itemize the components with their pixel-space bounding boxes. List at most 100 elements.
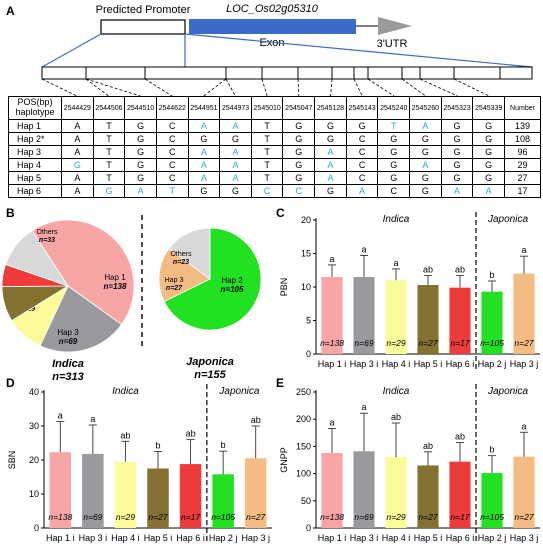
snp-connector <box>297 78 300 96</box>
exon-label: Exon <box>259 37 284 49</box>
allele-cell: T <box>92 145 126 159</box>
category-label: Hap 3 i <box>350 533 379 543</box>
category-label: Hap 3 i <box>350 359 379 369</box>
category-label: Hap 6 i <box>446 533 475 543</box>
bar <box>385 280 407 354</box>
category-label: Hap 5 i <box>414 359 443 369</box>
category-label: Hap 2 j <box>478 533 507 543</box>
utr-label: 3'UTR <box>377 38 408 50</box>
allele-cell: T <box>250 158 284 172</box>
pie-slice-label: n=105 <box>221 285 244 294</box>
pie-slice <box>163 227 262 331</box>
n-label: n=69 <box>354 338 373 348</box>
y-tick-label: 30 <box>29 421 39 431</box>
panel-label-d: D <box>6 376 15 390</box>
snp-connector <box>353 78 363 96</box>
significance-letter: a <box>90 414 95 424</box>
allele-cell: A <box>187 145 221 159</box>
allele-cell: G <box>409 184 442 198</box>
panel-label-a: A <box>6 4 15 18</box>
y-tick-label: 150 <box>296 441 311 451</box>
n-label: n=27 <box>418 512 437 522</box>
allele-cell: C <box>345 158 379 172</box>
pie-slice-name: Others <box>170 251 192 258</box>
allele-cell: G <box>187 184 221 198</box>
significance-letter: a <box>361 245 366 255</box>
n-label: n=17 <box>450 338 469 348</box>
allele-cell: G <box>409 145 442 159</box>
significance-letter: ab <box>423 265 433 275</box>
allele-cell: A <box>409 158 442 172</box>
allele-cell: C <box>345 145 379 159</box>
allele-cell: G <box>345 119 379 133</box>
allele-cell: C <box>250 184 284 198</box>
y-tick-label: 0 <box>306 523 311 533</box>
category-label: Hap 4 i <box>382 533 411 543</box>
bar <box>49 452 72 528</box>
allele-cell: A <box>61 132 94 146</box>
y-tick-label: 15 <box>301 249 311 259</box>
position-header: 2544429 <box>61 96 94 120</box>
snp-marks <box>41 67 501 96</box>
promoter-label: Predicted Promoter <box>96 4 191 16</box>
allele-cell: G <box>377 171 411 185</box>
allele-cell: G <box>440 158 474 172</box>
allele-cell: G <box>282 132 316 146</box>
n-label: n=29 <box>386 338 405 348</box>
significance-letter: ab <box>455 265 465 275</box>
allele-cell: A <box>314 171 347 185</box>
allele-cell: G <box>61 158 94 172</box>
pie-slice-label: n=69 <box>59 337 78 346</box>
pie-slice-name: Hap 2 <box>221 276 243 285</box>
position-header: 2544506 <box>92 96 126 120</box>
allele-cell: A <box>409 119 442 133</box>
n-label: n=27 <box>514 338 533 348</box>
n-label: n=29 <box>386 512 405 522</box>
position-header: 2544951 <box>187 96 221 120</box>
allele-cell: A <box>61 145 94 159</box>
pie-slice-label: n=27 <box>166 285 183 292</box>
allele-cell: A <box>61 184 94 198</box>
japonica-pie-title: Japonica <box>186 356 234 368</box>
n-label: n=105 <box>480 512 504 522</box>
allele-cell: G <box>282 158 316 172</box>
allele-cell: G <box>282 145 316 159</box>
n-label: n=27 <box>418 338 437 348</box>
bar <box>353 276 375 354</box>
allele-cell: C <box>155 132 189 146</box>
table-row: Hap 5 A T G C A A T G A C G G G G 27 <box>8 171 541 185</box>
panel-label-b: B <box>6 206 15 220</box>
allele-cell: A <box>187 158 221 172</box>
y-axis-label: PBN <box>279 278 289 297</box>
allele-cell: G <box>124 145 157 159</box>
allele-cell: A <box>219 171 252 185</box>
allele-cell: C <box>282 184 316 198</box>
bar <box>481 291 503 354</box>
promoter-box <box>100 19 186 35</box>
bar <box>449 287 471 354</box>
pie-slice-name: Hap 1 <box>104 273 126 282</box>
position-header: 2545339 <box>472 96 505 120</box>
pie-slice <box>5 230 69 287</box>
number-cell: 108 <box>504 132 541 146</box>
allele-cell: G <box>472 119 505 133</box>
position-header: 2545047 <box>282 96 316 120</box>
significance-letter: a <box>329 254 334 264</box>
bar <box>82 453 104 528</box>
haplotype-name: Hap 4 <box>8 158 62 172</box>
allele-cell: A <box>187 171 221 185</box>
allele-cell: G <box>124 158 157 172</box>
bar <box>212 474 234 528</box>
bar <box>513 456 535 528</box>
allele-cell: G <box>377 145 411 159</box>
significance-letter: ab <box>423 441 433 451</box>
allele-cell: G <box>282 119 316 133</box>
allele-cell: G <box>472 145 505 159</box>
table-row: Hap 3 A T G C A A T G A C G G G G 96 <box>8 145 541 159</box>
allele-cell: G <box>219 184 252 198</box>
y-tick-label: 20 <box>29 455 39 465</box>
y-tick-label: 10 <box>29 489 39 499</box>
exon-box <box>189 19 356 34</box>
pie-slice <box>168 227 211 280</box>
